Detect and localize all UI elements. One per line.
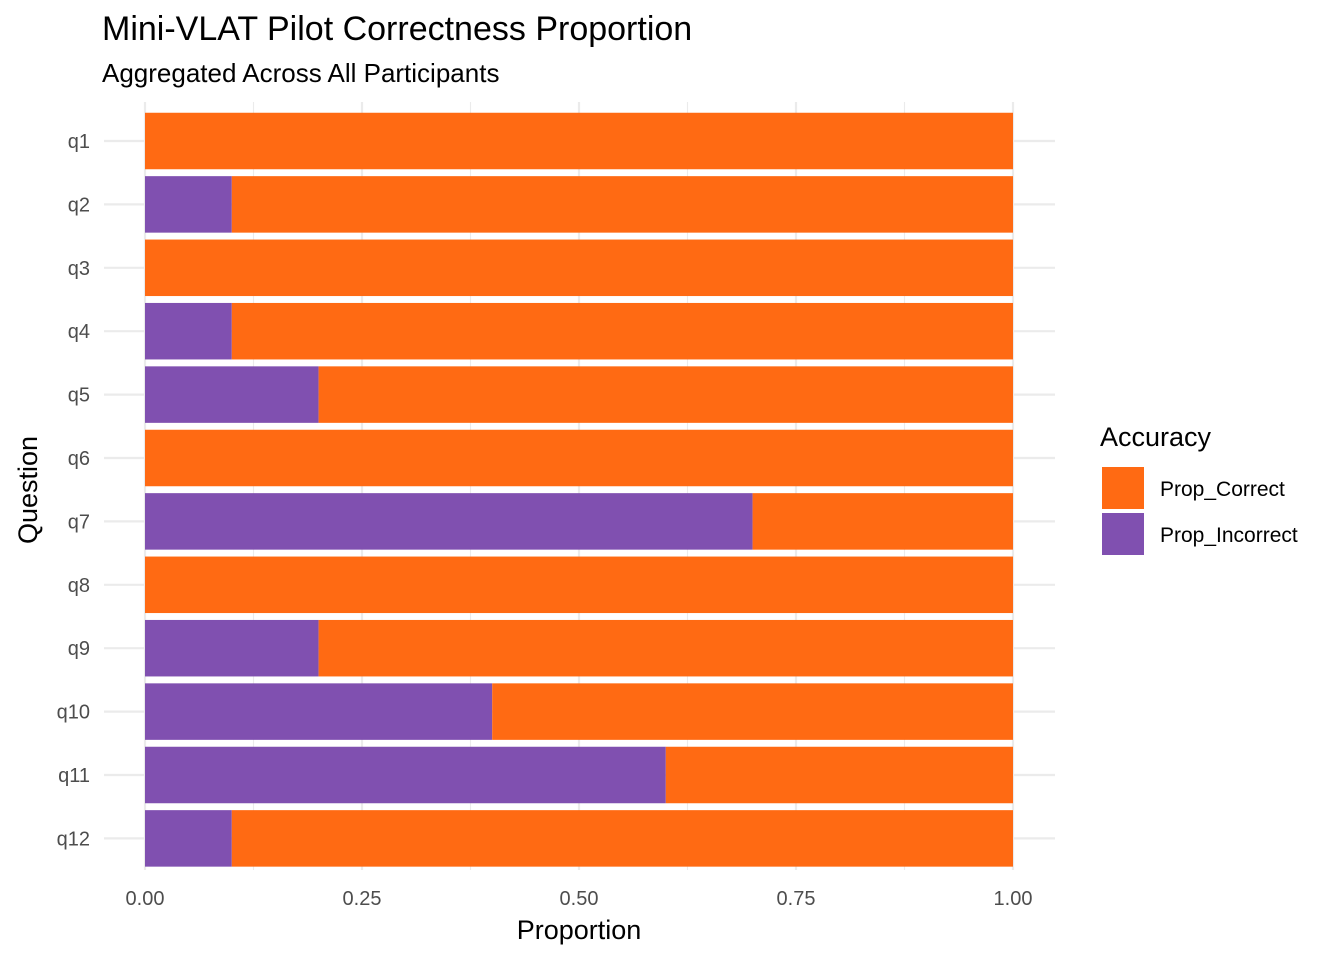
y-tick-label: q4: [68, 321, 90, 343]
legend: Accuracy Prop_Correct Prop_Incorrect: [1100, 422, 1298, 555]
bar-q6-prop-correct: [145, 429, 1013, 487]
bar-q1-prop-correct: [145, 112, 1013, 170]
bar-q2-prop-correct: [231, 176, 1014, 233]
bar-q12-prop-incorrect: [145, 810, 232, 867]
bar-q4-prop-correct: [231, 302, 1014, 360]
x-tick-label: 1.00: [994, 888, 1033, 910]
x-tick-label: 0.25: [343, 888, 382, 910]
y-tick-label: q12: [57, 828, 90, 850]
y-tick-label: q7: [68, 511, 90, 533]
y-tick-label: q6: [68, 448, 90, 470]
y-axis-ticks: q1 q2 q3 q4 q5 q6 q7 q8 q9 q10 q11 q12: [57, 131, 90, 850]
bar-q4-prop-incorrect: [145, 302, 232, 360]
bar-q9-prop-correct: [318, 619, 1014, 677]
bar-q2-prop-incorrect: [145, 176, 232, 233]
legend-label: Prop_Correct: [1160, 478, 1285, 501]
y-tick-label: q3: [68, 258, 90, 280]
y-tick-label: q9: [68, 638, 90, 660]
bar-q11-prop-incorrect: [145, 746, 666, 804]
bar-q3-prop-correct: [145, 239, 1013, 297]
y-tick-label: q2: [68, 194, 90, 216]
x-tick-label: 0.50: [560, 888, 599, 910]
bar-q8-prop-correct: [145, 556, 1013, 614]
bar-q10-prop-correct: [492, 683, 1013, 740]
bar-q7-prop-incorrect: [145, 493, 753, 550]
y-tick-label: q11: [58, 765, 90, 787]
bar-q7-prop-correct: [752, 493, 1013, 550]
bar-q10-prop-incorrect: [145, 683, 493, 740]
bar-q9-prop-incorrect: [145, 619, 319, 677]
x-tick-label: 0.00: [126, 888, 165, 910]
bars: [145, 112, 1014, 867]
legend-title: Accuracy: [1100, 422, 1212, 452]
bar-q12-prop-correct: [231, 810, 1014, 867]
y-tick-label: q5: [68, 385, 90, 407]
y-tick-label: q8: [68, 575, 90, 597]
x-axis-title: Proportion: [517, 915, 642, 945]
legend-label: Prop_Incorrect: [1160, 524, 1298, 547]
y-tick-label: q10: [57, 702, 90, 724]
bar-q11-prop-correct: [665, 746, 1013, 804]
chart-subtitle: Aggregated Across All Participants: [102, 58, 499, 88]
x-axis-ticks: 0.00 0.25 0.50 0.75 1.00: [126, 888, 1033, 910]
bar-q5-prop-incorrect: [145, 366, 319, 423]
bar-q5-prop-correct: [318, 366, 1014, 423]
legend-key-prop-incorrect: [1102, 513, 1144, 555]
legend-key-prop-correct: [1102, 467, 1144, 509]
y-axis-title: Question: [13, 436, 43, 544]
y-tick-label: q1: [68, 131, 90, 153]
x-tick-label: 0.75: [777, 888, 816, 910]
chart-title: Mini-VLAT Pilot Correctness Proportion: [102, 10, 692, 48]
